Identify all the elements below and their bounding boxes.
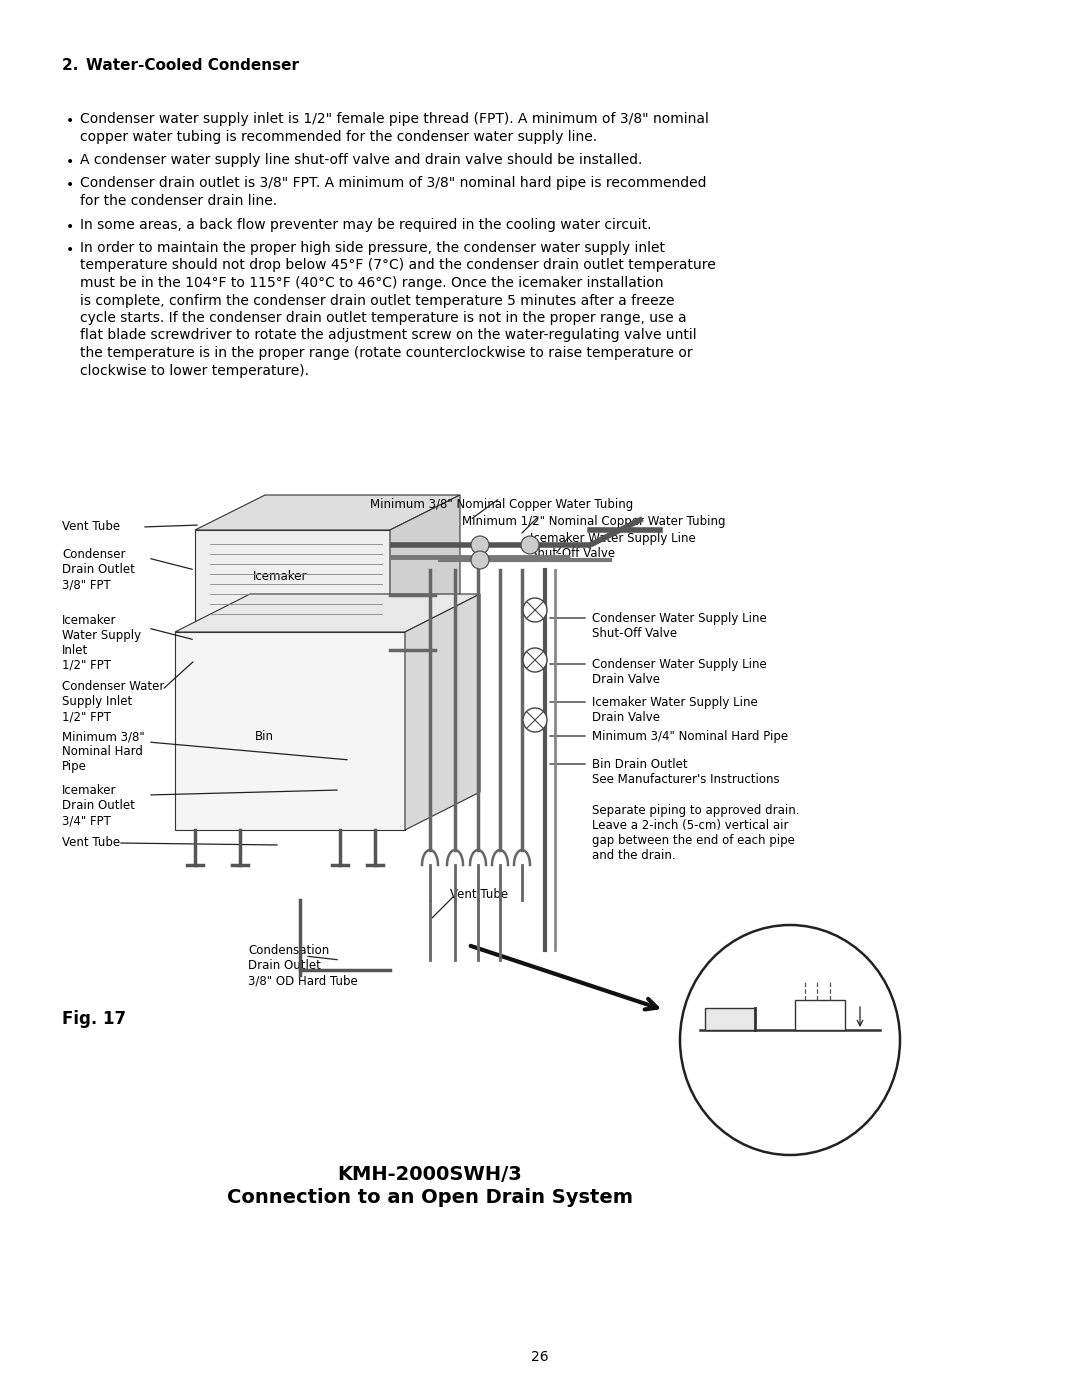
- Circle shape: [471, 550, 489, 569]
- Polygon shape: [390, 495, 460, 630]
- Text: for the condenser drain line.: for the condenser drain line.: [80, 194, 278, 208]
- Text: Vent Tube: Vent Tube: [62, 835, 120, 849]
- Text: Condenser Water
Supply Inlet
1/2" FPT: Condenser Water Supply Inlet 1/2" FPT: [62, 680, 164, 724]
- Text: Bin: Bin: [255, 731, 274, 743]
- Text: Separate piping to approved drain.
Leave a 2-inch (5-cm) vertical air
gap betwee: Separate piping to approved drain. Leave…: [592, 805, 799, 862]
- Circle shape: [521, 536, 539, 555]
- Text: In order to maintain the proper high side pressure, the condenser water supply i: In order to maintain the proper high sid…: [80, 242, 665, 256]
- Text: KMH-2000SWH/3: KMH-2000SWH/3: [338, 1165, 523, 1185]
- Text: In some areas, a back flow preventer may be required in the cooling water circui: In some areas, a back flow preventer may…: [80, 218, 651, 232]
- Ellipse shape: [680, 925, 900, 1155]
- Text: 2-inch (5-cm) air gap: 2-inch (5-cm) air gap: [730, 982, 848, 992]
- Text: Condenser drain outlet is 3/8" FPT. A minimum of 3/8" nominal hard pipe is recom: Condenser drain outlet is 3/8" FPT. A mi…: [80, 176, 706, 190]
- Text: Vent Tube: Vent Tube: [450, 888, 508, 901]
- Text: Bin Drain Outlet
See Manufacturer's Instructions: Bin Drain Outlet See Manufacturer's Inst…: [592, 759, 780, 787]
- Text: is complete, confirm the condenser drain outlet temperature 5 minutes after a fr: is complete, confirm the condenser drain…: [80, 293, 675, 307]
- Text: •: •: [66, 155, 75, 169]
- Text: Minimum 3/4" Nominal Hard Pipe: Minimum 3/4" Nominal Hard Pipe: [592, 731, 788, 743]
- Text: 26: 26: [531, 1350, 549, 1363]
- Text: Icemaker Water Supply Line
Shut-Off Valve: Icemaker Water Supply Line Shut-Off Valv…: [530, 532, 696, 560]
- Circle shape: [523, 598, 546, 622]
- Text: Icemaker Water Supply Line
Drain Valve: Icemaker Water Supply Line Drain Valve: [592, 696, 758, 724]
- Text: Minimum 1/2" Nominal Copper Water Tubing: Minimum 1/2" Nominal Copper Water Tubing: [462, 515, 726, 528]
- Polygon shape: [175, 594, 480, 631]
- Text: temperature should not drop below 45°F (7°C) and the condenser drain outlet temp: temperature should not drop below 45°F (…: [80, 258, 716, 272]
- Polygon shape: [195, 495, 460, 529]
- Text: Condenser
Drain Outlet
3/8" FPT: Condenser Drain Outlet 3/8" FPT: [62, 548, 135, 591]
- Text: Minimum 3/8"
Nominal Hard
Pipe: Minimum 3/8" Nominal Hard Pipe: [62, 731, 145, 773]
- Text: •: •: [66, 243, 75, 257]
- Text: must be in the 104°F to 115°F (40°C to 46°C) range. Once the icemaker installati: must be in the 104°F to 115°F (40°C to 4…: [80, 277, 663, 291]
- Polygon shape: [195, 529, 390, 630]
- Text: •: •: [66, 179, 75, 193]
- Text: Drain: Drain: [808, 1102, 838, 1112]
- Text: clockwise to lower temperature).: clockwise to lower temperature).: [80, 363, 309, 377]
- Text: 2. Water-Cooled Condenser: 2. Water-Cooled Condenser: [62, 59, 299, 73]
- Text: flat blade screwdriver to rotate the adjustment screw on the water-regulating va: flat blade screwdriver to rotate the adj…: [80, 328, 697, 342]
- Text: Vent Tube: Vent Tube: [62, 520, 120, 534]
- Text: Minimum 3/8" Nominal Copper Water Tubing: Minimum 3/8" Nominal Copper Water Tubing: [370, 497, 633, 511]
- Text: the temperature is in the proper range (rotate counterclockwise to raise tempera: the temperature is in the proper range (…: [80, 346, 692, 360]
- Text: Floor: Floor: [708, 1102, 735, 1112]
- Polygon shape: [405, 594, 480, 830]
- Text: Icemaker
Water Supply
Inlet
1/2" FPT: Icemaker Water Supply Inlet 1/2" FPT: [62, 615, 141, 672]
- Text: Fig. 17: Fig. 17: [62, 1010, 126, 1028]
- Text: Connection to an Open Drain System: Connection to an Open Drain System: [227, 1187, 633, 1207]
- Text: cycle starts. If the condenser drain outlet temperature is not in the proper ran: cycle starts. If the condenser drain out…: [80, 312, 687, 326]
- Text: Icemaker
Drain Outlet
3/4" FPT: Icemaker Drain Outlet 3/4" FPT: [62, 784, 135, 827]
- Text: Condensation
Drain Outlet
3/8" OD Hard Tube: Condensation Drain Outlet 3/8" OD Hard T…: [248, 944, 357, 988]
- Text: •: •: [66, 219, 75, 233]
- Polygon shape: [175, 631, 405, 830]
- Text: Condenser Water Supply Line
Drain Valve: Condenser Water Supply Line Drain Valve: [592, 658, 767, 686]
- Circle shape: [523, 648, 546, 672]
- Bar: [705, 1009, 755, 1030]
- Circle shape: [523, 708, 546, 732]
- Bar: [795, 1000, 845, 1030]
- Text: Icemaker: Icemaker: [253, 570, 307, 583]
- Text: A condenser water supply line shut-off valve and drain valve should be installed: A condenser water supply line shut-off v…: [80, 154, 643, 168]
- Text: Condenser water supply inlet is 1/2" female pipe thread (FPT). A minimum of 3/8": Condenser water supply inlet is 1/2" fem…: [80, 112, 708, 126]
- Text: •: •: [66, 115, 75, 129]
- Circle shape: [471, 536, 489, 555]
- Text: Condenser Water Supply Line
Shut-Off Valve: Condenser Water Supply Line Shut-Off Val…: [592, 612, 767, 640]
- Text: copper water tubing is recommended for the condenser water supply line.: copper water tubing is recommended for t…: [80, 130, 597, 144]
